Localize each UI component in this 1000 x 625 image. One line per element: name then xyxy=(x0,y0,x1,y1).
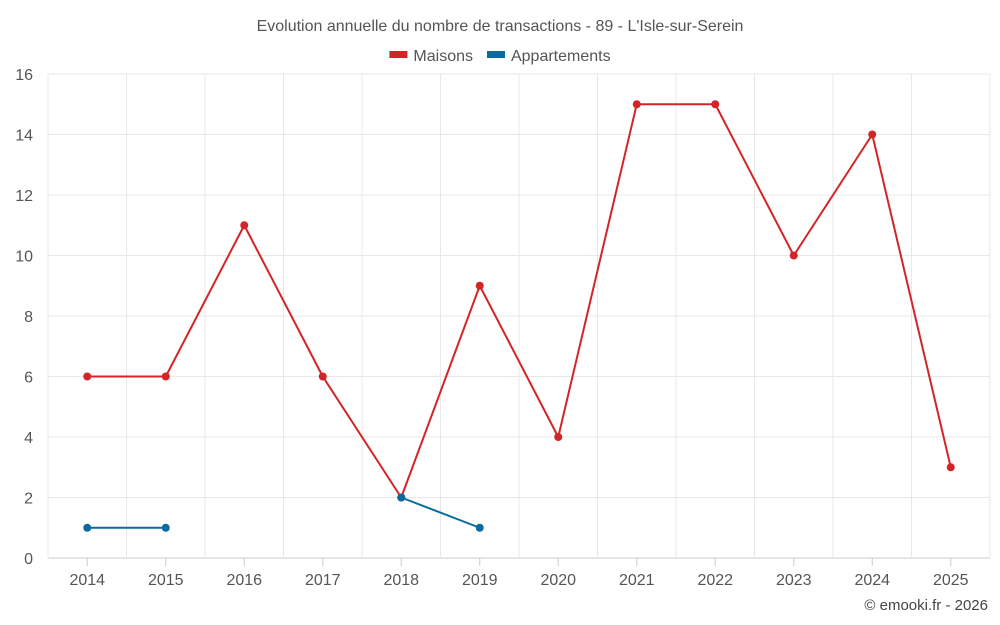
x-tick-label: 2016 xyxy=(226,572,262,589)
series-maisons xyxy=(83,100,955,502)
data-point xyxy=(475,281,484,290)
legend: Maisons Appartements xyxy=(389,48,611,65)
x-tick-label: 2020 xyxy=(540,572,576,589)
series-group xyxy=(83,100,955,532)
data-point xyxy=(83,523,92,532)
x-tick-label: 2023 xyxy=(776,572,812,589)
legend-swatch xyxy=(486,51,505,58)
data-point xyxy=(711,100,720,109)
y-tick-label: 6 xyxy=(24,370,33,387)
legend-label: Maisons xyxy=(413,48,473,65)
x-tick-label: 2021 xyxy=(619,572,655,589)
x-tick-label: 2025 xyxy=(933,572,969,589)
data-point xyxy=(240,221,249,230)
series-line xyxy=(87,103,952,499)
grid xyxy=(47,73,991,559)
series-appartements xyxy=(83,493,484,532)
y-tick-label: 10 xyxy=(15,249,33,266)
data-point xyxy=(318,372,327,381)
y-tick-label: 8 xyxy=(24,309,33,326)
x-tick-label: 2018 xyxy=(383,572,419,589)
x-tick-label: 2019 xyxy=(462,572,498,589)
x-tick-label: 2024 xyxy=(854,572,890,589)
data-point xyxy=(475,523,484,532)
y-tick-label: 12 xyxy=(15,188,33,205)
legend-item-appartements: Appartements xyxy=(486,48,611,65)
x-tick-label: 2022 xyxy=(697,572,733,589)
data-point xyxy=(946,463,955,472)
data-point xyxy=(554,433,563,441)
y-axis: 0 2 4 6 8 10 12 14 16 xyxy=(15,67,33,568)
y-tick-label: 4 xyxy=(24,430,33,447)
x-tick-label: 2017 xyxy=(305,572,341,589)
data-point xyxy=(83,372,92,381)
y-tick-label: 16 xyxy=(15,67,33,84)
chart-title: Evolution annuelle du nombre de transact… xyxy=(257,18,744,35)
data-point xyxy=(632,100,641,109)
data-point xyxy=(161,372,170,381)
y-tick-label: 0 xyxy=(24,551,33,568)
data-point xyxy=(161,523,170,532)
y-tick-label: 14 xyxy=(15,128,33,145)
x-axis: 2014 2015 2016 2017 2018 2019 2020 2021 2022 2023… xyxy=(69,558,969,589)
data-point xyxy=(397,493,406,502)
data-point xyxy=(789,251,798,260)
legend-item-maisons: Maisons xyxy=(389,48,473,65)
series-line xyxy=(400,496,481,529)
legend-swatch xyxy=(389,51,408,58)
y-tick-label: 2 xyxy=(24,491,33,508)
x-tick-label: 2014 xyxy=(69,572,105,589)
data-point xyxy=(868,130,877,139)
credit-text: © emooki.fr - 2026 xyxy=(864,597,988,614)
legend-label: Appartements xyxy=(511,48,611,65)
x-tick-label: 2015 xyxy=(148,572,184,589)
